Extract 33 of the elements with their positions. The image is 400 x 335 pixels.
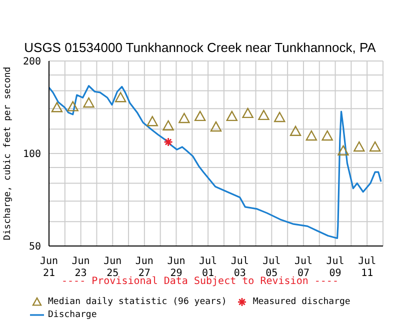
y-tick-label: 100	[22, 149, 41, 160]
x-tick-label: Jul 11	[358, 256, 376, 279]
y-tick-label: 200	[22, 56, 41, 68]
x-tick-label: Jul 09	[326, 256, 344, 279]
point	[338, 145, 349, 156]
legend-label: Median daily statistic (96 years)	[47, 296, 227, 308]
point	[369, 141, 381, 152]
point	[306, 130, 318, 141]
point	[83, 97, 94, 108]
point	[114, 92, 126, 102]
x-tick-label: Jun 21	[40, 256, 58, 279]
y-axis-title: Discharge, cubic feet per second	[3, 66, 13, 240]
point	[258, 110, 270, 120]
y-tick-label: 50	[28, 242, 41, 253]
point	[178, 112, 190, 124]
point	[274, 112, 286, 122]
x-tick-label: Jul 07	[294, 256, 313, 279]
point	[242, 108, 254, 118]
point	[146, 116, 158, 126]
legend-label: Discharge	[47, 309, 97, 321]
legend-label: Measured discharge	[252, 296, 350, 308]
x-tick-label: Jun 23	[72, 256, 90, 279]
point	[226, 110, 238, 122]
point	[162, 120, 174, 130]
point	[67, 101, 78, 112]
point	[290, 126, 302, 136]
point	[322, 130, 333, 141]
point	[354, 141, 365, 152]
point	[51, 102, 63, 112]
point	[194, 110, 206, 122]
chart-title: USGS 01534000 Tunkhannock Creek near Tunkhannock, PA	[23, 40, 377, 55]
text: ---- Provisional Data Subject to Revision ----	[62, 276, 338, 287]
point	[210, 121, 222, 132]
